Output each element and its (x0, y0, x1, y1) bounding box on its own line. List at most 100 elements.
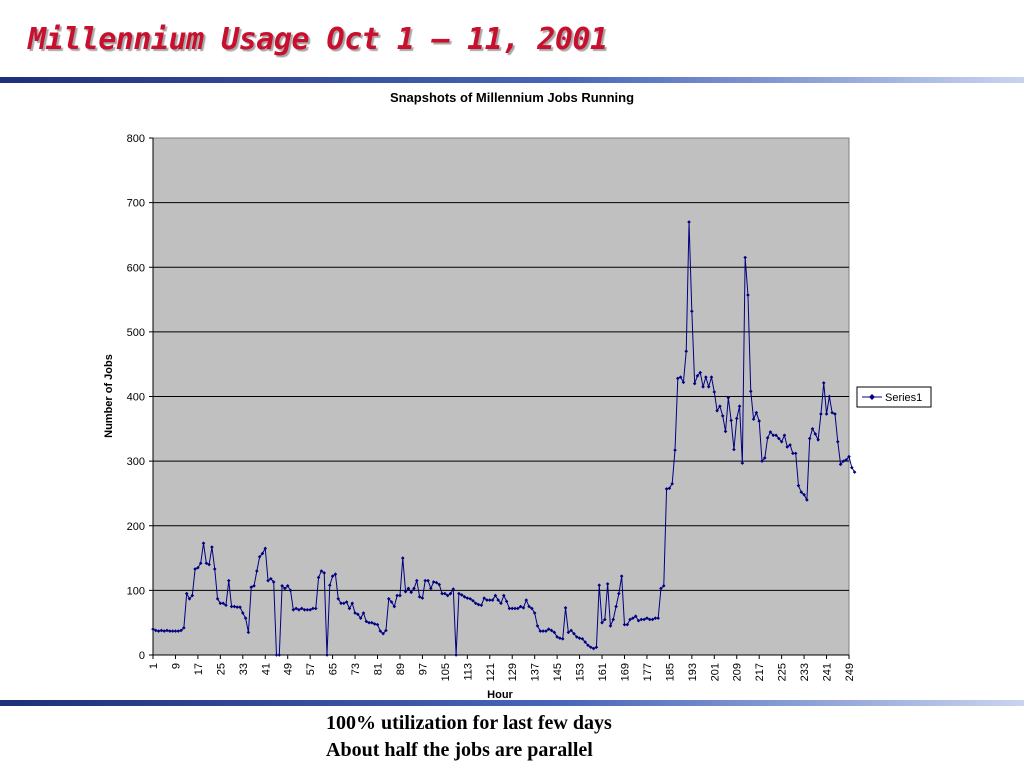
data-point (580, 637, 585, 641)
x-tick-label-129: 129 (507, 663, 519, 681)
data-point (723, 429, 728, 434)
data-point (807, 436, 812, 441)
data-point (617, 591, 621, 596)
data-point (572, 631, 576, 636)
data-point (196, 565, 200, 570)
data-point (409, 590, 413, 595)
data-point (603, 617, 607, 622)
data-point (847, 454, 851, 459)
data-point (642, 617, 646, 622)
data-point (215, 596, 220, 601)
data-point (322, 571, 326, 575)
series-1 (151, 220, 857, 657)
data-point (490, 598, 495, 602)
data-point (257, 554, 262, 559)
data-point (785, 445, 790, 449)
data-point (692, 381, 697, 386)
data-point (232, 604, 237, 609)
x-tick-label-249: 249 (844, 663, 856, 681)
data-point (328, 583, 332, 588)
data-point (415, 578, 419, 583)
legend-marker (869, 394, 875, 400)
y-tick-label-100: 100 (127, 585, 145, 597)
data-point (518, 604, 523, 609)
data-point (791, 451, 795, 456)
data-point (647, 617, 652, 622)
gridlines (153, 202, 849, 591)
data-point (577, 636, 582, 640)
data-point (389, 600, 394, 604)
data-point (221, 601, 225, 606)
data-point (473, 601, 478, 606)
data-point (751, 417, 756, 421)
data-point (589, 645, 593, 650)
data-point (678, 375, 683, 379)
data-point (156, 629, 161, 633)
data-point (429, 586, 433, 591)
data-point (182, 626, 186, 630)
data-point (676, 376, 680, 381)
data-point (403, 589, 408, 594)
x-tick-label-209: 209 (732, 663, 744, 681)
data-point (285, 584, 290, 588)
data-point (204, 561, 209, 566)
data-point (398, 593, 402, 598)
data-point (280, 584, 284, 588)
data-point (252, 584, 256, 588)
x-tick-label-81: 81 (373, 663, 385, 675)
data-point (190, 593, 195, 598)
data-point (426, 578, 430, 583)
data-point (151, 627, 155, 631)
y-tick-label-300: 300 (127, 456, 145, 468)
data-point (465, 596, 470, 600)
data-point (664, 487, 669, 491)
bullet-parallel: About half the jobs are parallel (326, 739, 593, 761)
data-point (796, 483, 801, 488)
data-point (802, 492, 806, 497)
data-point (350, 601, 355, 606)
data-point (448, 591, 453, 596)
x-tick-label-137: 137 (530, 663, 542, 681)
data-point (187, 596, 192, 601)
data-point (760, 459, 764, 463)
data-point (569, 628, 573, 633)
data-point (622, 622, 627, 627)
data-point (729, 418, 733, 423)
data-point (757, 419, 761, 423)
data-point (457, 591, 461, 596)
x-tick-label-201: 201 (709, 663, 721, 681)
data-point (712, 390, 717, 394)
data-point (198, 561, 203, 566)
data-point (451, 587, 456, 591)
data-point (496, 598, 500, 602)
data-point (805, 498, 809, 502)
chart-title: Snapshots of Millennium Jobs Running (390, 90, 634, 105)
x-tick-label-225: 225 (777, 663, 789, 681)
data-point (510, 606, 515, 611)
x-tick-label-169: 169 (619, 663, 631, 681)
data-point (347, 606, 352, 611)
data-point (645, 616, 649, 620)
data-point (771, 433, 776, 438)
data-point (344, 600, 349, 604)
data-point (277, 653, 282, 657)
data-point (583, 640, 587, 644)
data-point (516, 606, 520, 611)
data-point (487, 598, 492, 602)
data-point (361, 611, 366, 615)
data-point (594, 645, 599, 650)
data-point (184, 591, 189, 596)
data-point (395, 593, 399, 598)
data-point (605, 582, 610, 586)
data-point (308, 607, 312, 612)
data-point (734, 416, 739, 421)
bullet-utilization: 100% utilization for last few days (326, 712, 612, 734)
data-point (417, 595, 422, 599)
data-point (493, 593, 498, 598)
data-point (342, 601, 346, 606)
data-point (412, 586, 416, 591)
data-point (372, 622, 377, 626)
data-point (336, 596, 341, 601)
data-point (459, 593, 464, 597)
data-point (226, 578, 231, 583)
